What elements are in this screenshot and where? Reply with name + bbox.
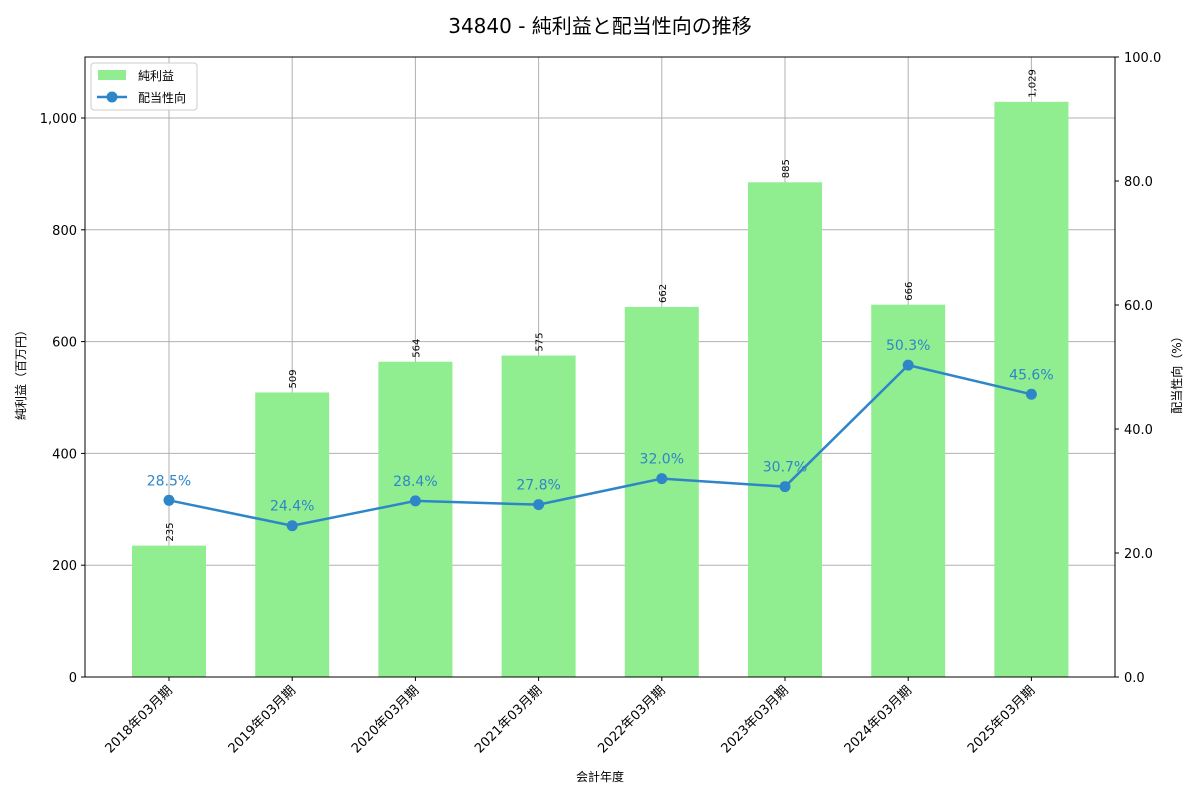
line-marker	[779, 481, 791, 493]
line-value-label: 24.4%	[270, 499, 314, 515]
plot-frame	[84, 56, 1116, 678]
bar-series	[132, 101, 1069, 677]
right-tick-label: 80.0	[1124, 175, 1153, 190]
left-tick-label: 400	[52, 447, 77, 462]
bar-value-label: 575	[535, 332, 546, 351]
bar-value-label: 1,029	[1027, 69, 1038, 98]
line-marker	[286, 520, 298, 532]
left-tick-label: 600	[52, 336, 77, 351]
x-tick-label: 2019年03月期	[226, 683, 299, 756]
line-marker	[533, 499, 545, 511]
bar-value-label: 235	[165, 523, 176, 542]
line-value-label: 28.4%	[393, 474, 437, 490]
legend-bar-swatch	[98, 70, 126, 80]
left-axis-label: 純利益（百万円）	[14, 324, 28, 420]
right-axis-label: 配当性向（%）	[1169, 330, 1184, 413]
line-marker	[1025, 388, 1037, 400]
bar	[501, 355, 576, 677]
left-tick-label: 0	[69, 671, 77, 686]
bar-value-label: 666	[904, 282, 915, 301]
gridlines	[85, 57, 1115, 678]
right-tick-label: 40.0	[1124, 423, 1153, 438]
bar	[132, 545, 206, 677]
payout-ratio-line	[168, 363, 1032, 527]
x-tick-label: 2022年03月期	[595, 683, 668, 756]
left-tick-label: 1,000	[40, 112, 77, 127]
left-tick-label: 800	[52, 224, 77, 239]
bar	[748, 182, 822, 677]
x-tick-label: 2024年03月期	[842, 683, 915, 756]
line-value-label: 30.7%	[763, 460, 807, 476]
line-value-label: 50.3%	[886, 338, 930, 354]
left-axis: 0 200 400 600 800 1,000	[40, 112, 85, 686]
right-tick-label: 100.0	[1124, 51, 1161, 66]
x-axis-label: 会計年度	[576, 769, 624, 784]
right-axis: 0.0 20.0 40.0 60.0 80.0 100.0	[1115, 51, 1161, 686]
line-value-label: 27.8%	[516, 478, 560, 494]
line-marker	[902, 359, 914, 371]
bar-labels: 235 509 564 575 662 885 666 1,029	[165, 69, 1038, 541]
x-axis: 2018年03月期 2019年03月期 2020年03月期 2021年03月期 2022…	[103, 677, 1038, 757]
right-tick-label: 20.0	[1124, 547, 1153, 562]
line-marker	[656, 473, 668, 485]
bar	[378, 361, 453, 677]
line-series: 28.5% 24.4% 28.4% 27.8% 32.0% 30.7% 50.3% 45.6%	[147, 338, 1054, 532]
legend-label-payout-ratio: 配当性向	[138, 90, 186, 105]
line-value-label: 45.6%	[1009, 367, 1053, 383]
right-tick-label: 60.0	[1124, 299, 1153, 314]
bar	[255, 392, 330, 677]
legend-marker-icon	[106, 91, 118, 103]
bar-value-label: 564	[411, 339, 422, 358]
x-tick-label: 2018年03月期	[103, 683, 176, 756]
x-tick-label: 2023年03月期	[719, 683, 792, 756]
line-value-label: 32.0%	[640, 452, 684, 468]
bar	[624, 306, 699, 677]
bar-value-label: 885	[781, 159, 792, 178]
bar-value-label: 662	[658, 284, 669, 303]
line-value-label: 28.5%	[147, 473, 191, 489]
x-tick-label: 2021年03月期	[472, 683, 545, 756]
chart-title: 34840 - 純利益と配当性向の推移	[448, 14, 752, 38]
legend-label-net-income: 純利益	[138, 69, 174, 83]
left-tick-label: 200	[52, 559, 77, 574]
x-tick-label: 2025年03月期	[965, 683, 1038, 756]
line-marker	[163, 494, 175, 506]
right-tick-label: 0.0	[1124, 671, 1145, 686]
legend: 純利益 配当性向	[90, 62, 198, 111]
x-tick-label: 2020年03月期	[349, 683, 422, 756]
line-marker	[409, 495, 421, 507]
bar-value-label: 509	[288, 369, 299, 388]
